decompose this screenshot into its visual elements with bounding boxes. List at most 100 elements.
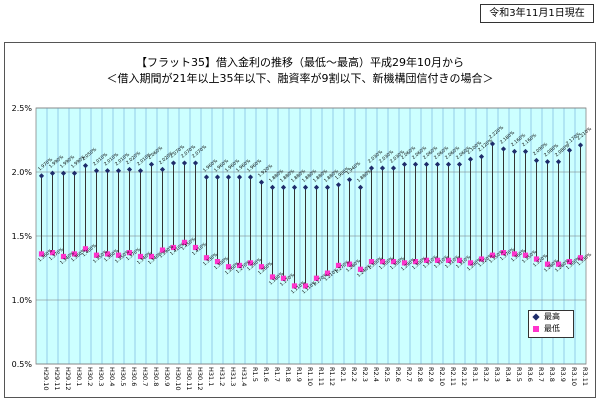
low-rate-point bbox=[302, 283, 309, 289]
legend-item-high: 最高 bbox=[529, 311, 573, 323]
x-tick-label: H30.2 bbox=[86, 367, 94, 386]
high-rate-point bbox=[291, 184, 298, 190]
x-tick-label: R3.2 bbox=[482, 367, 490, 382]
chart-title-line1: 【フラット35】借入金利の推移（最低～最高）平成29年10月から bbox=[136, 56, 464, 69]
x-tick-label: H29.10 bbox=[42, 367, 50, 391]
high-rate-point bbox=[236, 174, 243, 180]
low-rate-point bbox=[38, 251, 45, 257]
x-tick-label: R1.9 bbox=[295, 367, 303, 382]
high-rate-point bbox=[379, 165, 386, 171]
low-rate-point bbox=[467, 260, 474, 266]
high-rate-point bbox=[115, 168, 122, 174]
x-tick-label: R2.8 bbox=[416, 367, 424, 382]
low-rate-point bbox=[445, 257, 452, 263]
x-tick-label: H30.12 bbox=[196, 367, 204, 391]
low-rate-point bbox=[478, 256, 485, 262]
low-rate-point bbox=[181, 239, 188, 245]
high-rate-point bbox=[445, 161, 452, 167]
low-rate-point bbox=[368, 259, 375, 265]
high-rate-point bbox=[247, 174, 254, 180]
low-rate-point bbox=[60, 253, 67, 260]
x-tick-label: R1.10 bbox=[306, 367, 314, 386]
low-rate-point bbox=[115, 252, 122, 258]
legend-item-low: 最低 bbox=[529, 323, 573, 335]
x-tick-label: R3.5 bbox=[515, 367, 523, 382]
x-tick-label: H30.9 bbox=[163, 367, 171, 386]
low-rate-point bbox=[533, 256, 540, 262]
x-tick-label: R2.3 bbox=[361, 367, 369, 382]
x-tick-label: R1.5 bbox=[251, 367, 259, 382]
high-rate-point bbox=[258, 179, 265, 185]
high-rate-point bbox=[566, 147, 573, 153]
low-rate-point bbox=[412, 259, 419, 265]
x-tick-label: R1.11 bbox=[317, 367, 325, 386]
low-rate-point bbox=[170, 244, 177, 251]
low-rate-point bbox=[148, 253, 155, 260]
high-rate-point bbox=[511, 148, 518, 155]
high-rate-point bbox=[71, 170, 78, 176]
high-rate-point bbox=[533, 157, 540, 164]
low-rate-point bbox=[214, 259, 221, 265]
low-rate-point bbox=[423, 257, 430, 263]
low-rate-point bbox=[291, 283, 298, 289]
high-rate-point bbox=[93, 168, 100, 174]
high-rate-point bbox=[280, 184, 287, 190]
x-tick-label: R2.11 bbox=[449, 367, 457, 386]
low-rate-point bbox=[456, 257, 463, 263]
high-rate-point bbox=[324, 184, 331, 190]
low-rate-point bbox=[137, 253, 144, 260]
x-tick-label: H30.6 bbox=[130, 367, 138, 386]
low-rate-point bbox=[390, 259, 397, 265]
high-rate-point bbox=[335, 182, 342, 188]
x-tick-label: H30.5 bbox=[119, 367, 127, 386]
x-tick-label: R3.4 bbox=[504, 367, 512, 382]
low-rate-point bbox=[159, 247, 166, 253]
high-rate-point bbox=[544, 159, 551, 165]
x-tick-label: H31.3 bbox=[229, 367, 237, 386]
high-rate-point bbox=[423, 161, 430, 167]
low-rate-point bbox=[357, 266, 364, 272]
low-rate-point bbox=[566, 259, 573, 265]
y-tick-label: 1.5% bbox=[12, 232, 33, 241]
y-tick-label: 1.0% bbox=[12, 296, 33, 305]
x-tick-label: H31.4 bbox=[240, 367, 248, 386]
x-tick-label: R3.3 bbox=[493, 367, 501, 382]
high-rate-point bbox=[170, 160, 177, 166]
high-rate-point bbox=[357, 184, 364, 190]
x-tick-label: H30.11 bbox=[185, 367, 193, 391]
low-rate-point bbox=[104, 251, 111, 257]
x-tick-label: R2.1 bbox=[339, 367, 347, 382]
x-tick-label: R2.4 bbox=[372, 367, 380, 382]
low-rate-point bbox=[313, 275, 320, 281]
high-rate-point bbox=[181, 160, 188, 166]
high-rate-point bbox=[434, 161, 441, 167]
low-rate-point bbox=[401, 260, 408, 266]
x-tick-label: R3.7 bbox=[537, 367, 545, 382]
high-rate-point bbox=[126, 166, 133, 173]
x-tick-label: R2.10 bbox=[438, 367, 446, 386]
x-tick-label: R3.10 bbox=[570, 367, 578, 386]
high-rate-point bbox=[203, 174, 210, 180]
high-rate-point bbox=[577, 142, 584, 148]
low-rate-point bbox=[346, 261, 353, 267]
x-tick-label: H29.11 bbox=[53, 367, 61, 391]
low-rate-point bbox=[225, 264, 232, 270]
x-tick-label: H30.7 bbox=[141, 367, 149, 386]
x-tick-label: R3.1 bbox=[471, 367, 479, 382]
high-rate-point bbox=[269, 184, 276, 190]
x-tick-label: R2.12 bbox=[460, 367, 468, 386]
low-rate-point bbox=[280, 275, 287, 281]
x-tick-label: R1.8 bbox=[284, 367, 292, 382]
low-rate-point bbox=[93, 252, 100, 258]
high-rate-point bbox=[38, 173, 45, 179]
low-rate-point bbox=[247, 260, 254, 266]
x-tick-label: H29.12 bbox=[64, 367, 72, 391]
y-tick-label: 2.5% bbox=[12, 104, 33, 113]
high-rate-point bbox=[456, 161, 463, 167]
low-rate-point bbox=[489, 252, 496, 258]
high-rate-point bbox=[346, 177, 353, 183]
high-rate-point bbox=[49, 170, 56, 176]
low-rate-point bbox=[522, 252, 529, 258]
low-rate-point bbox=[500, 250, 507, 256]
